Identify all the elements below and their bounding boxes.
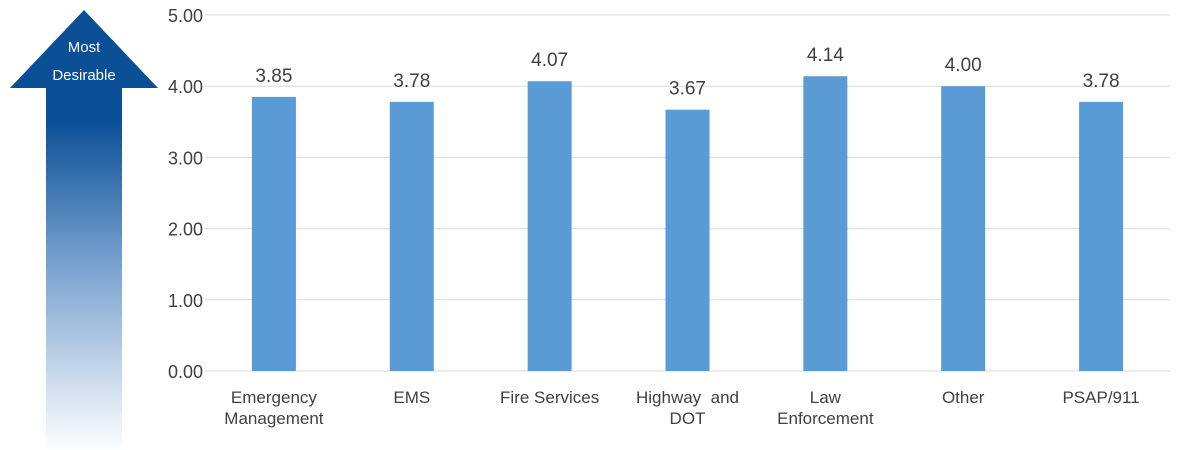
y-tick-label: 1.00 <box>168 291 203 311</box>
category-label: Enforcement <box>777 409 874 428</box>
data-label: 3.78 <box>1083 71 1120 92</box>
data-label: 3.85 <box>255 66 292 87</box>
bar <box>941 86 986 371</box>
y-tick-label: 5.00 <box>168 6 203 26</box>
y-axis-tick-labels: 0.00 1.00 2.00 3.00 4.00 5.00 <box>168 6 203 382</box>
data-label: 4.00 <box>945 55 982 76</box>
bar <box>527 81 572 371</box>
category-label: Highway and <box>636 388 739 407</box>
x-axis-category-labels: Emergency Management EMS Fire Services Highw… <box>224 388 1139 428</box>
most-desirable-arrow: Most Desirable <box>10 10 158 450</box>
category-label: Emergency <box>231 388 317 407</box>
category-label: EMS <box>393 388 430 407</box>
category-label: Fire Services <box>500 388 599 407</box>
category-label: PSAP/911 <box>1062 388 1139 407</box>
y-tick-label: 3.00 <box>168 148 203 168</box>
category-label: Other <box>942 388 985 407</box>
up-arrow-icon <box>10 10 158 450</box>
bar <box>389 101 434 371</box>
category-label: Law <box>810 388 842 407</box>
bar <box>803 76 848 372</box>
bar <box>251 96 296 371</box>
bar-series <box>251 76 1124 372</box>
y-tick-label: 4.00 <box>168 77 203 97</box>
arrow-label-line2: Desirable <box>52 67 115 84</box>
category-label: Management <box>224 409 324 428</box>
data-label: 4.14 <box>807 45 844 66</box>
data-label: 4.07 <box>531 50 568 71</box>
category-label: DOT <box>670 409 706 428</box>
data-labels: 3.85 3.78 4.07 3.67 4.14 4.00 3.78 <box>255 45 1119 99</box>
bar <box>1079 101 1124 371</box>
y-tick-label: 2.00 <box>168 220 203 240</box>
y-tick-label: 0.00 <box>168 362 203 382</box>
data-label: 3.67 <box>669 79 706 100</box>
arrow-label-line1: Most <box>68 39 101 56</box>
data-label: 3.78 <box>393 71 430 92</box>
bar <box>665 109 710 372</box>
